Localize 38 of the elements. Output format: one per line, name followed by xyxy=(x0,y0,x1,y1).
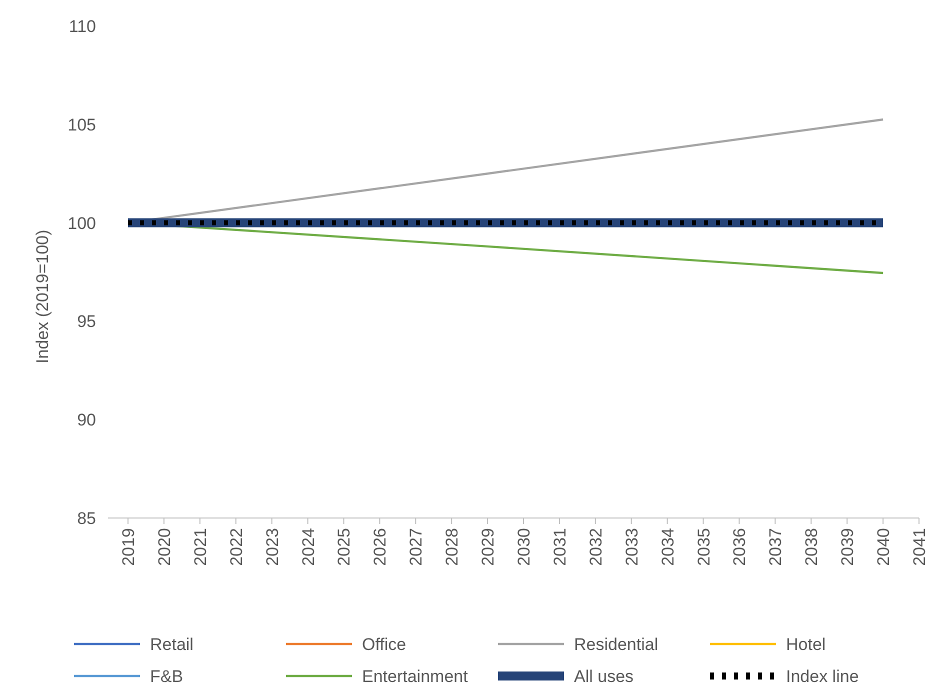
x-tick-label: 2040 xyxy=(874,528,894,566)
legend-label: Index line xyxy=(786,667,859,686)
y-tick-label: 85 xyxy=(77,509,96,528)
x-tick-label: 2019 xyxy=(119,528,138,566)
x-tick-label: 2038 xyxy=(802,528,822,566)
legend-label: Residential xyxy=(574,635,658,654)
x-tick-label: 2023 xyxy=(262,528,282,566)
legend-label: Retail xyxy=(150,635,194,654)
x-tick-label: 2039 xyxy=(838,528,858,566)
x-tick-label: 2024 xyxy=(298,528,318,566)
x-tick-label: 2027 xyxy=(406,528,426,566)
x-tick-label: 2032 xyxy=(586,528,606,566)
y-tick-label: 95 xyxy=(77,312,96,332)
x-tick-label: 2029 xyxy=(478,528,498,566)
legend-label: All uses xyxy=(574,667,634,686)
y-axis-title: Index (2019=100) xyxy=(33,230,52,364)
x-tick-label: 2028 xyxy=(442,528,462,566)
x-tick-label: 2037 xyxy=(766,528,786,566)
x-tick-label: 2036 xyxy=(730,528,750,566)
y-tick-label: 105 xyxy=(68,115,96,134)
x-tick-label: 2041 xyxy=(910,528,929,566)
x-tick-label: 2035 xyxy=(694,528,714,566)
legend-label: Office xyxy=(362,635,406,654)
x-tick-label: 2026 xyxy=(370,528,390,566)
x-tick-label: 2034 xyxy=(658,528,678,566)
x-tick-label: 2020 xyxy=(154,528,174,566)
y-tick-label: 100 xyxy=(68,214,96,233)
y-tick-label: 110 xyxy=(68,17,96,36)
x-tick-label: 2025 xyxy=(334,528,354,566)
x-tick-label: 2021 xyxy=(190,528,210,566)
x-tick-label: 2033 xyxy=(622,528,642,566)
x-tick-label: 2030 xyxy=(514,528,534,566)
x-tick-label: 2031 xyxy=(550,528,570,566)
legend-label: Hotel xyxy=(786,635,826,654)
legend-label: F&B xyxy=(150,667,184,686)
x-tick-label: 2022 xyxy=(226,528,246,566)
legend-label: Entertainment xyxy=(362,667,468,686)
y-tick-label: 90 xyxy=(77,410,96,430)
